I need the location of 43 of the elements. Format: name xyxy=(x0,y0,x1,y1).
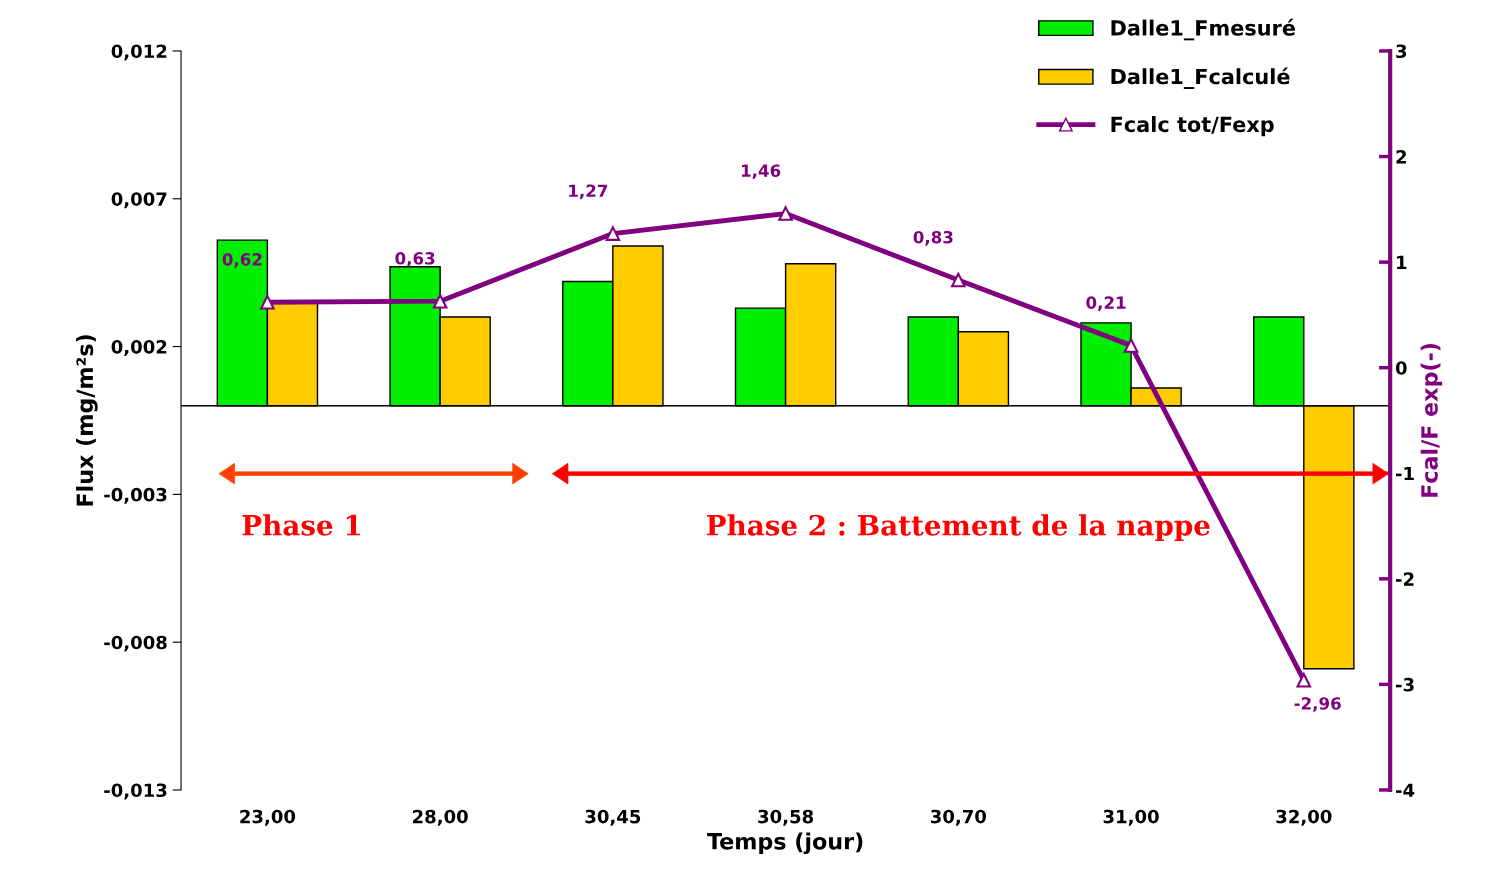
legend-label: Fcalc tot/Fexp xyxy=(1111,116,1274,137)
point xyxy=(1296,672,1312,688)
y2-tick-label: -1 xyxy=(1396,466,1414,481)
y2-tick-label: -2 xyxy=(1396,572,1414,586)
point xyxy=(605,226,621,241)
y2-tick-label: 3 xyxy=(1396,44,1407,59)
data-label: 0,62 xyxy=(222,253,262,268)
y2-tick-label: -4 xyxy=(1396,783,1415,797)
annotation: Phase 2 : Battement de la nappe xyxy=(707,514,1210,542)
point xyxy=(951,272,966,288)
y2-tick-label: 1 xyxy=(1397,255,1407,269)
data-label: 0,21 xyxy=(1086,296,1126,312)
y2-axis-title: Fcal/F exp(-) xyxy=(1420,343,1443,497)
x-tick-label: 30,70 xyxy=(930,809,987,826)
y-tick-label: -0,013 xyxy=(104,783,167,800)
data-label: 0,63 xyxy=(395,252,435,267)
annotation: Phase 1 xyxy=(242,514,360,536)
data-label: 1,27 xyxy=(569,184,608,200)
legend-label: Dalle1_Fmesuré xyxy=(1111,18,1295,41)
x-axis-title: Temps (jour) xyxy=(707,832,863,855)
y-tick-label: 0,002 xyxy=(111,340,167,356)
point xyxy=(260,294,275,310)
point xyxy=(432,293,448,309)
data-label: 1,46 xyxy=(741,164,781,180)
x-tick-label: 30,58 xyxy=(758,809,814,826)
y2-tick-label: 0 xyxy=(1395,361,1407,375)
data-label: -2,96 xyxy=(1294,697,1341,712)
y2-tick-label: 2 xyxy=(1396,150,1407,164)
y-tick-label: 0,007 xyxy=(111,192,167,209)
point xyxy=(778,206,793,221)
y-tick-label: 0,012 xyxy=(111,44,167,61)
x-tick-label: 28,00 xyxy=(413,809,468,826)
legend-label: Dalle1_Fcalculé xyxy=(1111,67,1290,89)
y-axis-title: Flux (mg/m²s) xyxy=(76,335,98,506)
point xyxy=(1123,338,1139,353)
x-tick-label: 31,00 xyxy=(1103,809,1159,826)
x-tick-label: 32,00 xyxy=(1276,809,1332,826)
y-tick-label: -0,003 xyxy=(104,487,167,504)
y-tick-label: -0,008 xyxy=(104,635,167,652)
y2-tick-label: -3 xyxy=(1396,677,1414,692)
x-tick-label: 30,45 xyxy=(585,809,641,826)
data-label: 0,83 xyxy=(913,230,953,246)
x-tick-label: 23,00 xyxy=(240,809,296,826)
